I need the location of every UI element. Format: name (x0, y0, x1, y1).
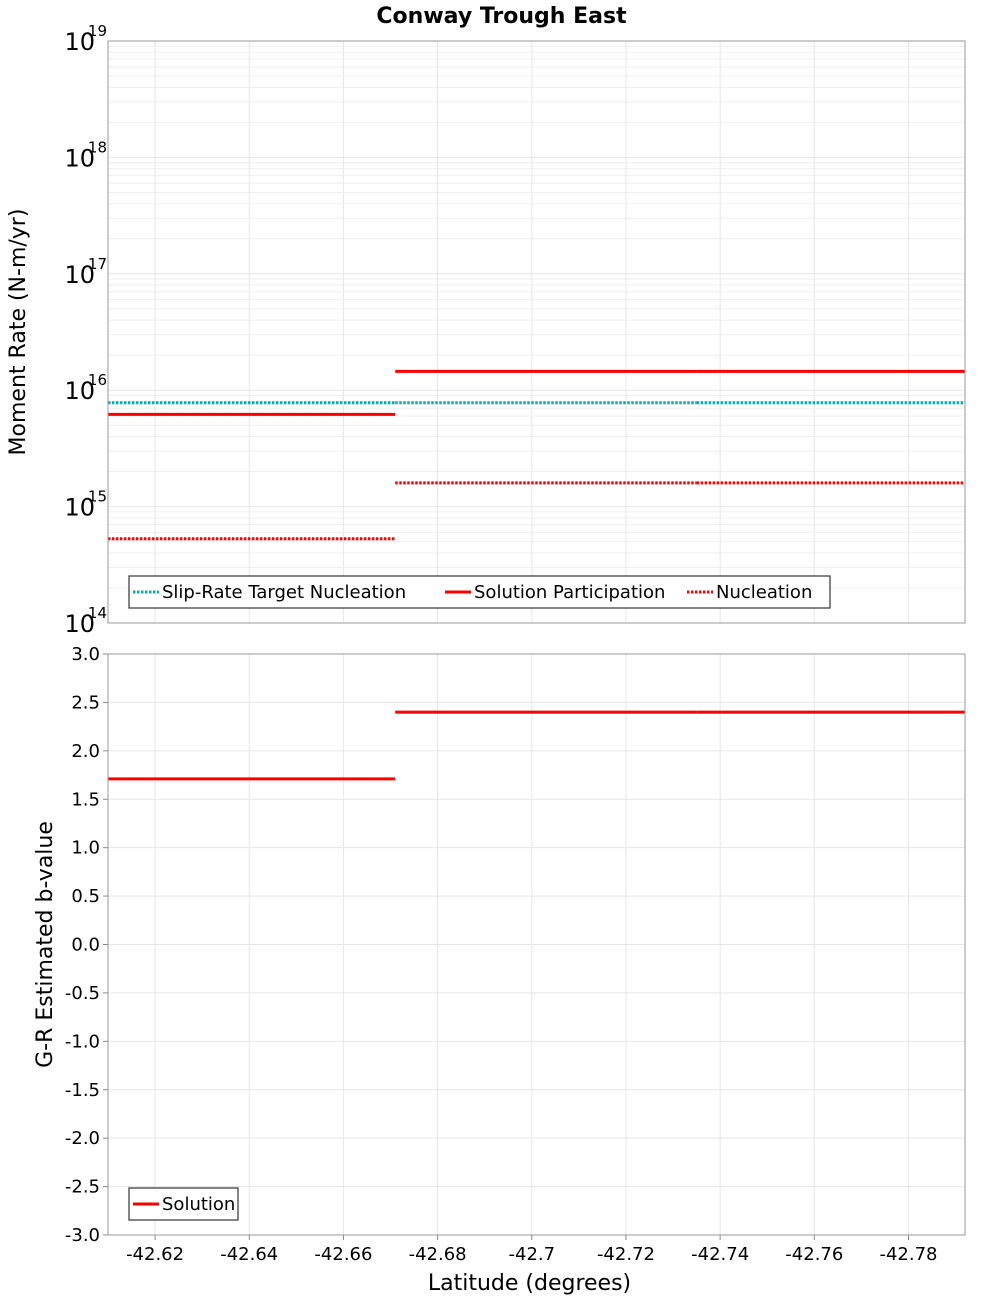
top-legend-label: Solution Participation (474, 582, 665, 603)
bottom-ytick-label: -1.0 (65, 1031, 100, 1052)
top-ytick-base: 10 (64, 261, 95, 289)
bottom-ytick-label: 1.0 (71, 838, 100, 859)
top-ytick-exponent: 18 (88, 138, 107, 156)
top-ytick-base: 10 (64, 377, 95, 405)
bottom-ytick-label: 0.0 (71, 935, 100, 956)
xtick-label: -42.64 (220, 1244, 278, 1265)
top-legend-label: Slip-Rate Target Nucleation (162, 582, 406, 603)
top-legend-box (128, 575, 831, 609)
top-ytick-base: 10 (64, 610, 95, 638)
xtick-label: -42.66 (314, 1244, 372, 1265)
xtick-label: -42.74 (691, 1244, 749, 1265)
top-ytick-exponent: 19 (88, 22, 107, 40)
bottom-y-axis-label: G-R Estimated b-value (33, 821, 58, 1068)
bottom-ytick-label: -1.5 (65, 1080, 100, 1101)
bottom-ytick-label: 2.5 (71, 692, 100, 713)
bottom-ytick-label: 1.5 (71, 789, 100, 810)
bottom-ytick-label: 3.0 (71, 644, 100, 665)
xtick-label: -42.7 (509, 1244, 556, 1265)
bottom-ytick-label: -3.0 (65, 1225, 100, 1246)
bottom-plot-frame (107, 653, 966, 1236)
top-ytick-exponent: 14 (88, 604, 107, 622)
top-y-axis-label: Moment Rate (N-m/yr) (6, 209, 31, 456)
xtick-label: -42.78 (879, 1244, 937, 1265)
xtick-label: -42.62 (126, 1244, 184, 1265)
top-ytick-base: 10 (64, 28, 95, 56)
xtick-label: -42.68 (409, 1244, 467, 1265)
top-plot-area (108, 41, 965, 623)
chart-title: Conway Trough East (376, 4, 627, 29)
xtick-label: -42.76 (785, 1244, 843, 1265)
bottom-ytick-label: 2.0 (71, 741, 100, 762)
x-axis-label: Latitude (degrees) (428, 1271, 631, 1296)
top-ytick-exponent: 16 (88, 371, 107, 389)
bottom-ytick-label: -2.0 (65, 1128, 100, 1149)
top-ytick-exponent: 17 (88, 255, 107, 273)
bottom-ytick-label: -0.5 (65, 983, 100, 1004)
top-ytick-base: 10 (64, 144, 95, 172)
top-ytick-base: 10 (64, 494, 95, 522)
top-legend-label: Nucleation (716, 582, 812, 603)
bottom-legend-label: Solution (162, 1194, 235, 1215)
bottom-ytick-label: 0.5 (71, 886, 100, 907)
xtick-label: -42.72 (597, 1244, 655, 1265)
bottom-ytick-label: -2.5 (65, 1177, 100, 1198)
top-plot-frame (107, 40, 966, 624)
top-ytick-exponent: 15 (88, 488, 107, 506)
